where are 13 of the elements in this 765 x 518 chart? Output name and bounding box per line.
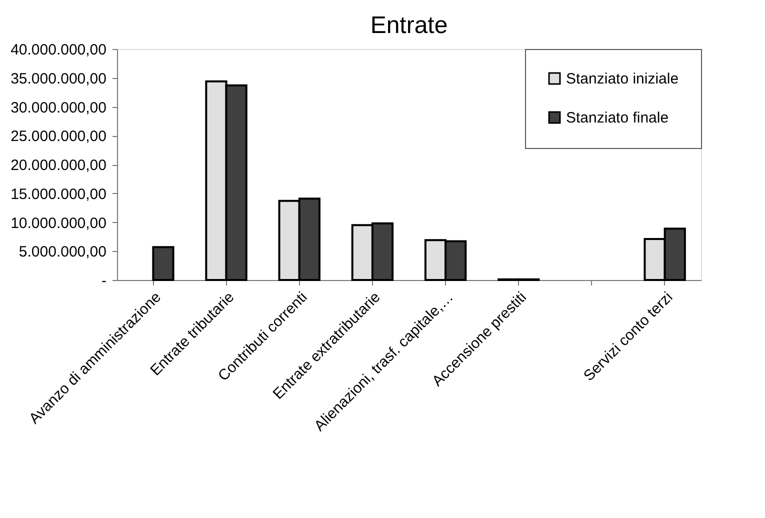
- y-tick-label: 30.000.000,00: [10, 99, 106, 116]
- y-tick-label: -: [102, 272, 106, 290]
- legend-label: Stanziato finale: [566, 110, 669, 126]
- bar: [152, 246, 174, 281]
- chart-title: Entrate: [370, 12, 448, 39]
- y-tick-label: 15.000.000,00: [10, 186, 106, 203]
- y-tick-label: 5.000.000,00: [18, 244, 106, 261]
- y-tick-label: 25.000.000,00: [10, 128, 106, 146]
- y-tick-label: 35.000.000,00: [10, 70, 106, 88]
- legend-label: Stanziato iniziale: [566, 70, 679, 88]
- y-tick-label: 10.000.000,00: [10, 214, 106, 232]
- y-tick-label: 40.000.000,00: [10, 42, 106, 58]
- y-tick-label: 20.000.000,00: [10, 157, 106, 174]
